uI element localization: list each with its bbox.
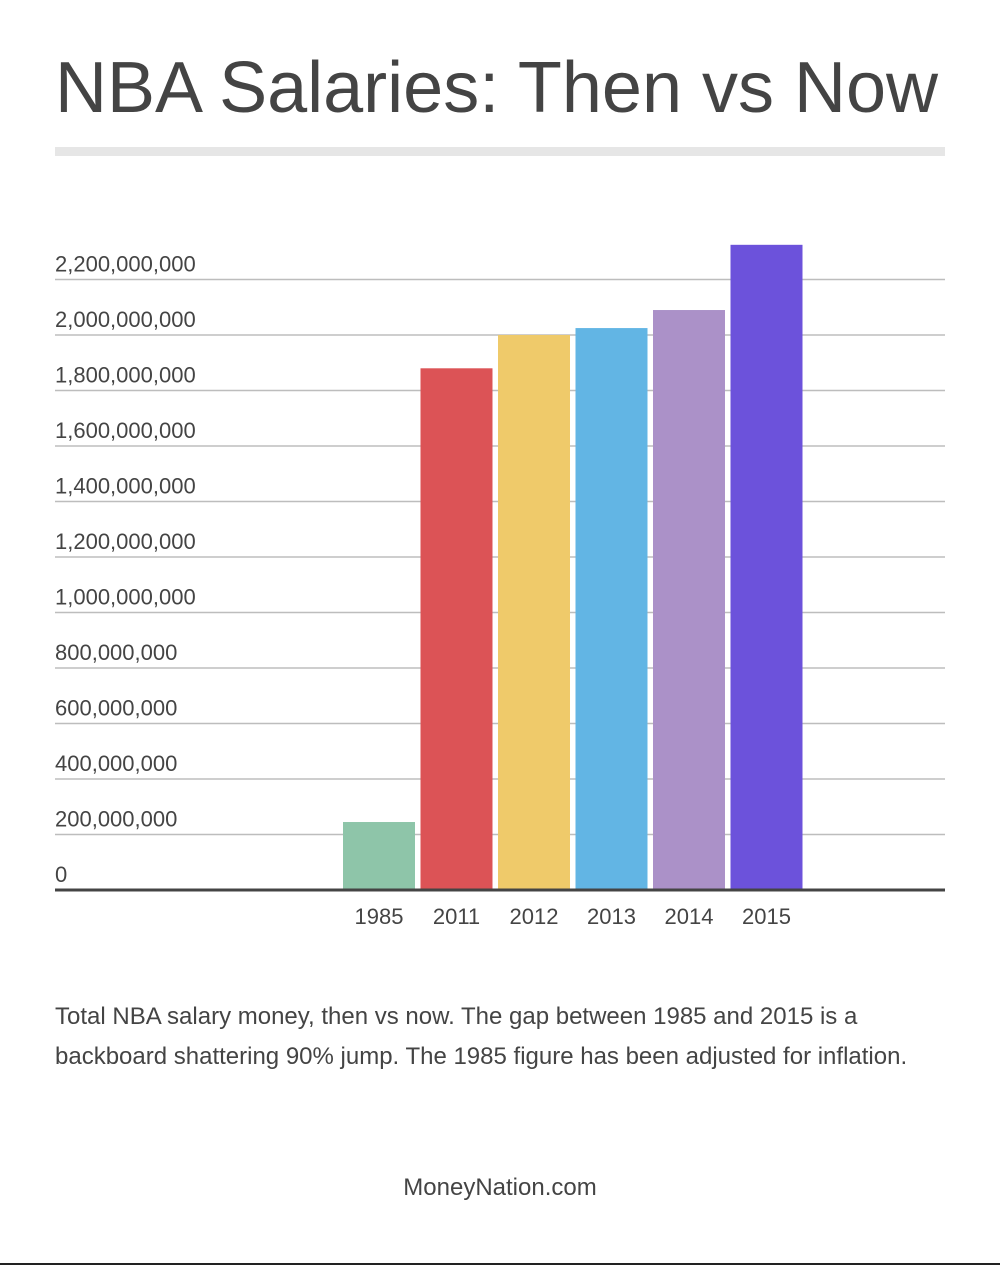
x-tick-label-2013: 2013 xyxy=(587,904,636,929)
bar-2014 xyxy=(653,310,725,890)
y-tick-label: 1,000,000,000 xyxy=(55,585,196,610)
bar-2011 xyxy=(420,368,493,890)
chart-caption: Total NBA salary money, then vs now. The… xyxy=(55,1003,908,1070)
title-divider xyxy=(55,147,945,156)
y-tick-label: 2,200,000,000 xyxy=(55,252,196,277)
y-tick-label: 1,200,000,000 xyxy=(55,529,196,554)
bar-2012 xyxy=(498,335,570,890)
y-tick-label: 0 xyxy=(55,862,67,887)
x-tick-label-2015: 2015 xyxy=(742,904,791,929)
y-tick-label: 1,400,000,000 xyxy=(55,474,196,499)
x-tick-label-2011: 2011 xyxy=(433,904,480,929)
y-tick-label: 1,600,000,000 xyxy=(55,418,196,443)
y-tick-label: 200,000,000 xyxy=(55,807,177,832)
bar-chart: 0 200,000,000 400,000,000 600,000,000 800,00… xyxy=(55,244,945,929)
y-tick-label: 600,000,000 xyxy=(55,696,177,721)
x-tick-label-2012: 2012 xyxy=(510,904,559,929)
bottom-divider xyxy=(0,1263,1000,1265)
y-tick-label: 400,000,000 xyxy=(55,751,177,776)
bar-2015 xyxy=(730,244,803,890)
chart-title: NBA Salaries: Then vs Now xyxy=(55,48,939,128)
y-axis-ticks: 0 200,000,000 400,000,000 600,000,000 800,00… xyxy=(55,252,196,888)
x-axis-ticks: 1985 2011 2012 2013 2014 2015 xyxy=(355,904,791,929)
bar-1985 xyxy=(343,822,415,890)
y-tick-label: 800,000,000 xyxy=(55,640,177,665)
y-tick-label: 1,800,000,000 xyxy=(55,363,196,388)
bar-2013 xyxy=(575,328,648,890)
x-tick-label-2014: 2014 xyxy=(665,904,714,929)
source-credit: MoneyNation.com xyxy=(403,1174,597,1201)
bars xyxy=(343,244,803,890)
x-tick-label-1985: 1985 xyxy=(355,904,404,929)
y-tick-label: 2,000,000,000 xyxy=(55,307,196,332)
